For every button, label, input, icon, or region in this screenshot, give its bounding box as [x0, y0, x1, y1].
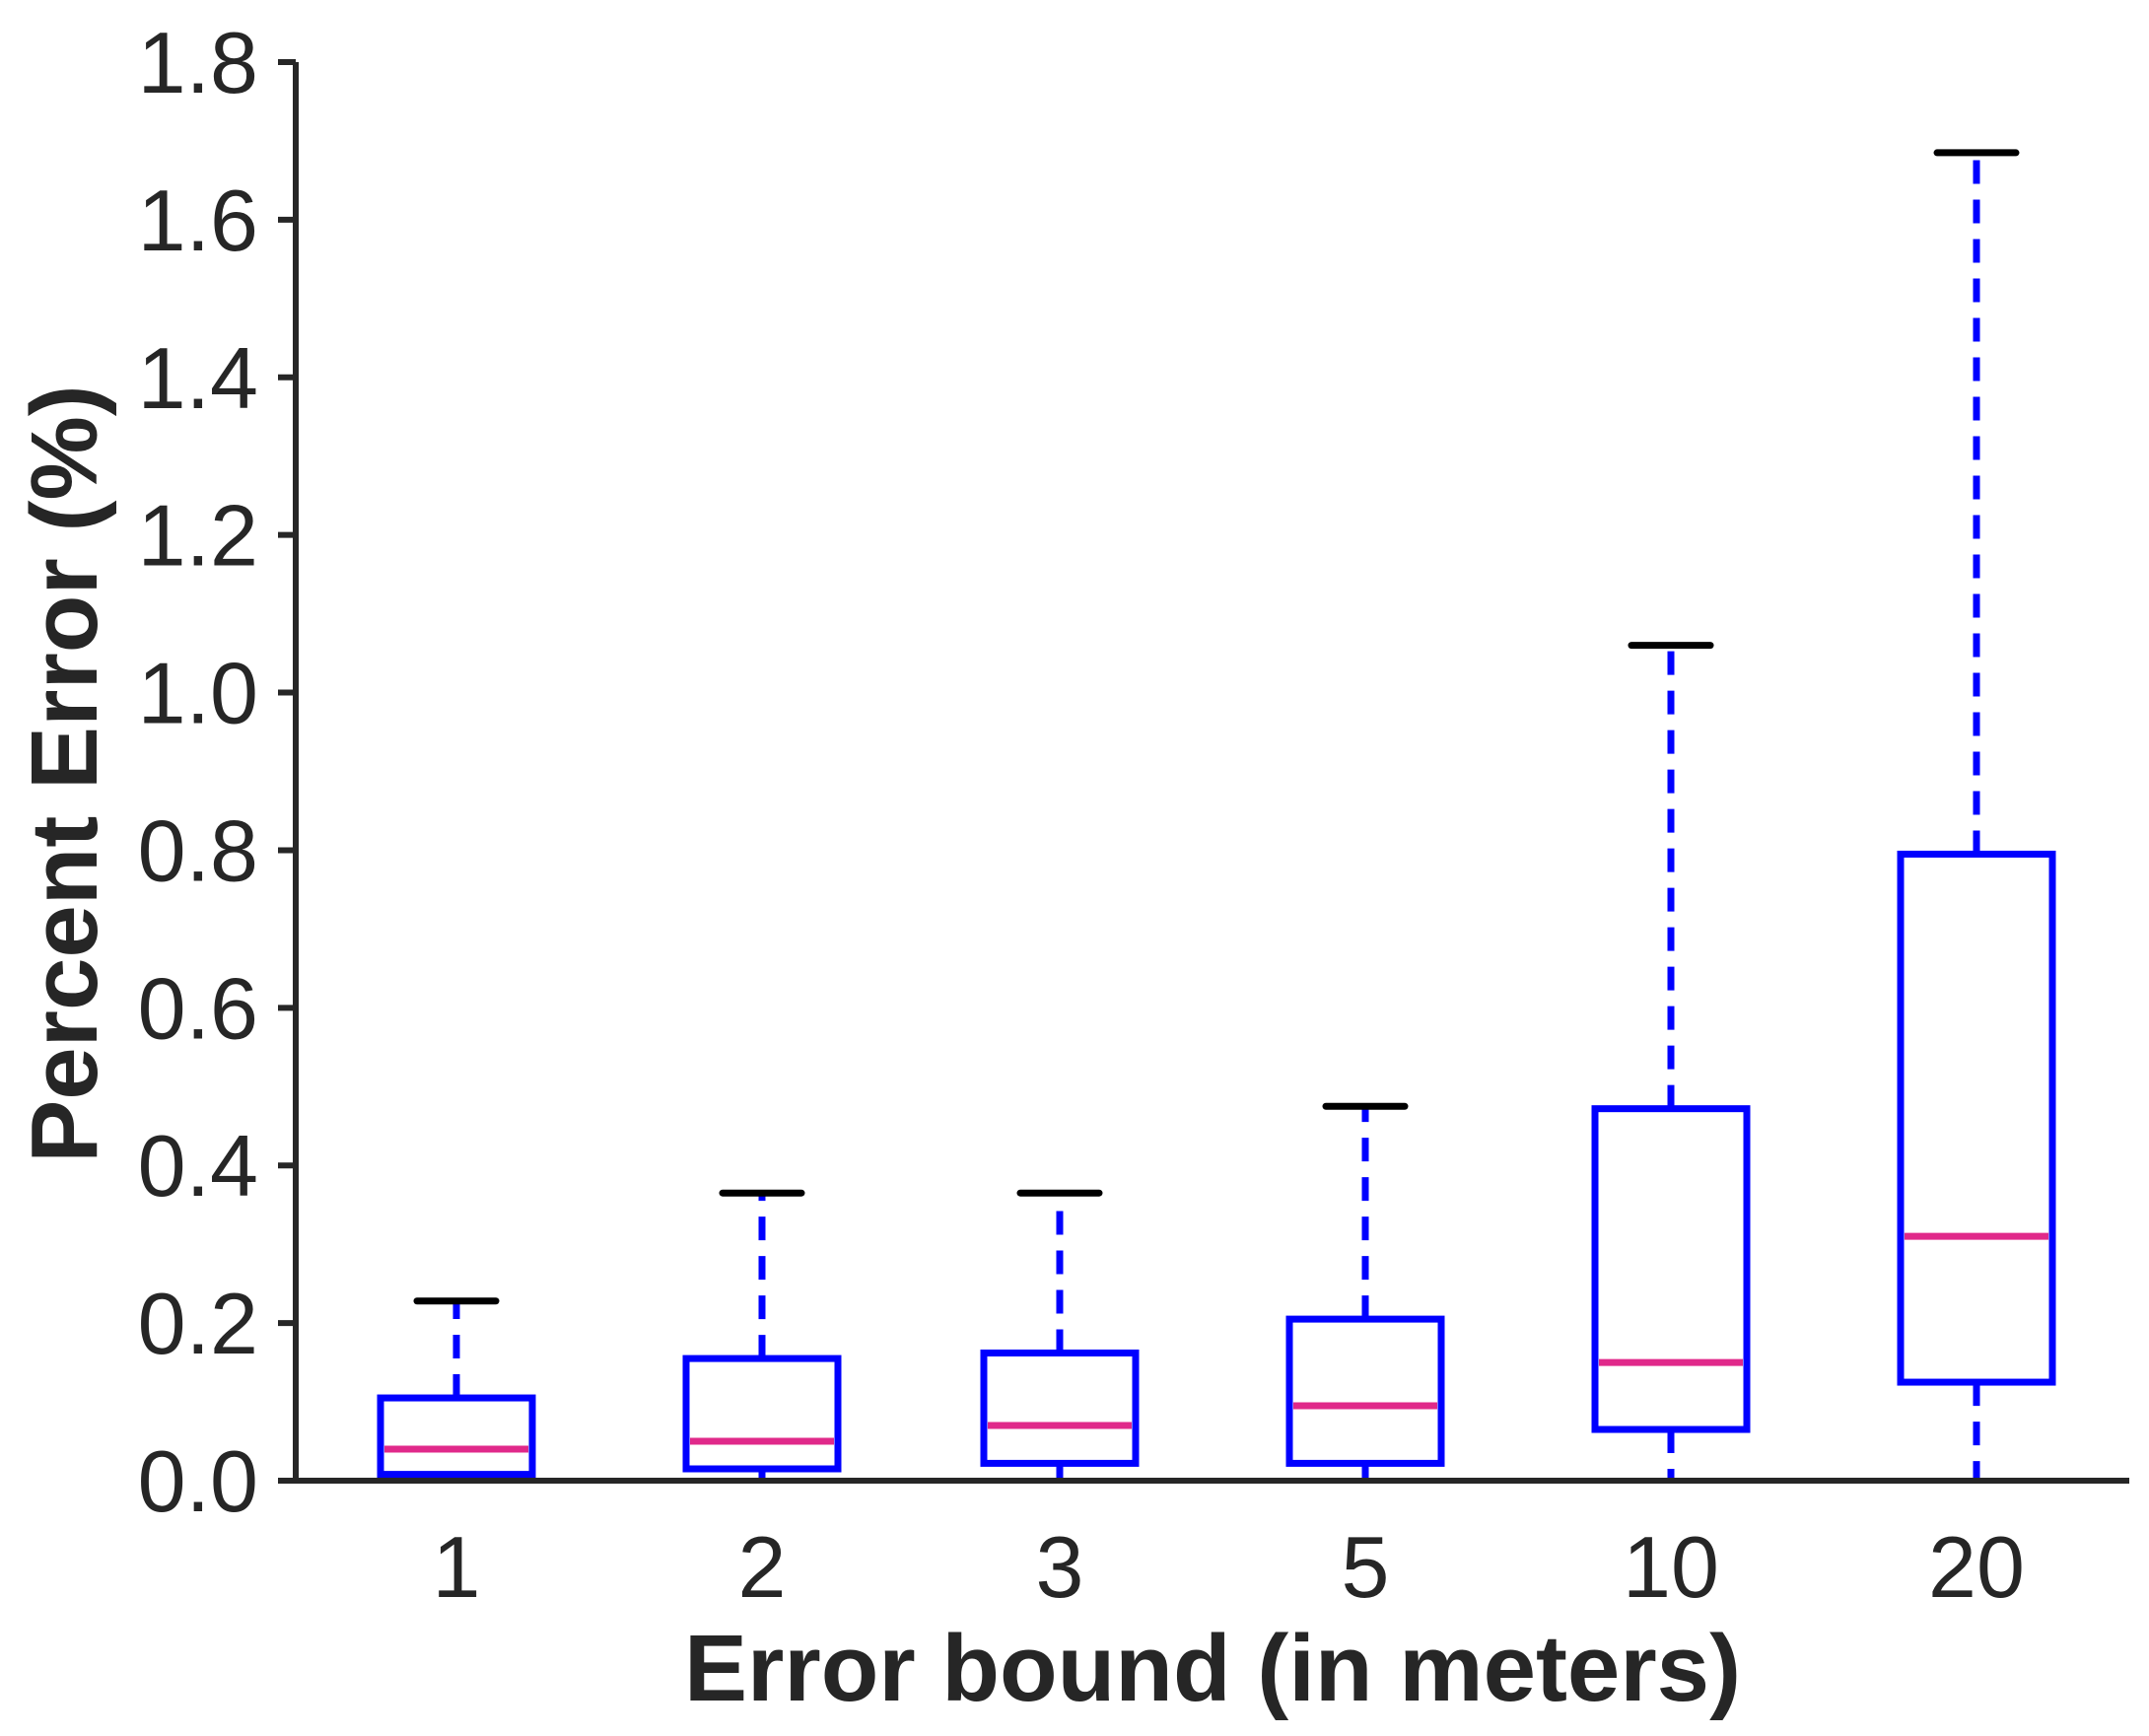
x-tick-label: 2	[738, 1518, 787, 1616]
y-tick-label: 0.4	[138, 1117, 258, 1215]
x-tick-label: 5	[1342, 1518, 1390, 1616]
box-group	[1591, 642, 1751, 1481]
x-tick-label: 3	[1036, 1518, 1084, 1616]
boxes-layer	[377, 149, 2056, 1481]
axes-layer	[286, 62, 2129, 1484]
y-tick-label: 1.4	[138, 329, 258, 427]
y-tick-label: 1.6	[138, 172, 258, 269]
y-tick-label: 1.8	[138, 14, 258, 111]
iqr-box	[1285, 1315, 1445, 1467]
iqr-box	[1897, 850, 2056, 1386]
iqr-box	[1591, 1105, 1751, 1433]
y-tick-label: 0.6	[138, 959, 258, 1057]
box-group	[980, 1189, 1140, 1481]
box-group	[1285, 1102, 1445, 1481]
iqr-box	[377, 1394, 536, 1479]
y-tick-label: 0.2	[138, 1275, 258, 1372]
y-tick-label: 1.0	[138, 645, 258, 742]
x-tick-label: 10	[1623, 1518, 1719, 1616]
x-tick-label: 20	[1928, 1518, 2025, 1616]
iqr-box	[980, 1349, 1140, 1467]
box-group	[1897, 149, 2056, 1481]
box-group	[682, 1189, 842, 1481]
y-tick-label: 0.8	[138, 801, 258, 899]
x-axis-title: Error bound (in meters)	[684, 1616, 1741, 1721]
box-group	[377, 1297, 536, 1481]
y-tick-label: 1.2	[138, 487, 258, 585]
y-tick-label: 0.0	[138, 1432, 258, 1530]
ticks-layer: 0.0 0.2 0.4 0.6 0.8 1.0 1.2 1.4 1.6 1.8 1 2 3 5 10 20	[138, 14, 2025, 1616]
x-tick-label: 1	[433, 1518, 481, 1616]
y-axis-title: Percent Error (%)	[12, 384, 117, 1163]
iqr-box	[682, 1354, 842, 1473]
